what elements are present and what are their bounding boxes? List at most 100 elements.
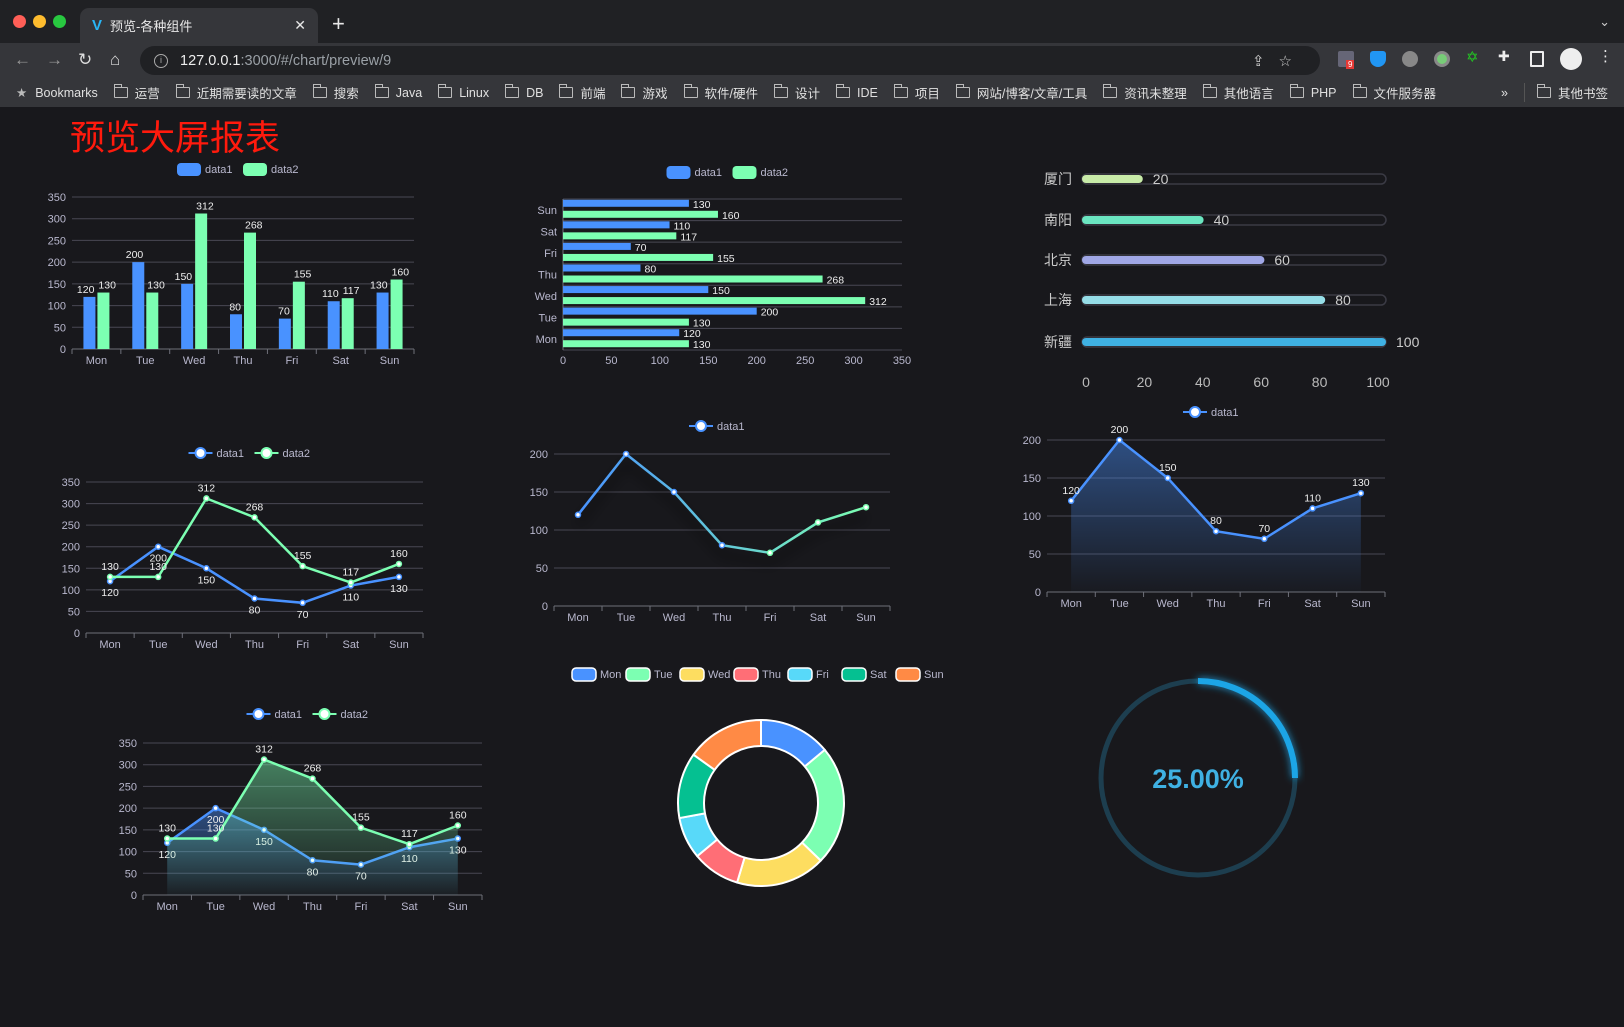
bookmark-item[interactable]: 软件/硬件 [683,83,758,102]
data-point [260,756,268,763]
star-extension-icon[interactable]: ✡ [1466,49,1479,66]
bookmark-item[interactable]: 运营 [113,83,160,102]
data-point [1309,505,1316,512]
bookmark-label: 其他语言 [1223,87,1274,101]
data-point [309,775,316,782]
legend-item[interactable]: data2 [732,166,789,179]
bar [563,210,718,218]
bookmark-item[interactable]: 搜索 [312,83,359,102]
legend-item[interactable]: data1 [188,447,245,460]
bar [341,298,354,349]
menu-kebab-icon[interactable]: ⋮ [1598,48,1613,65]
legend-item[interactable]: Mon [571,667,621,682]
bookmark-item[interactable]: DB [505,84,543,100]
bookmark-item[interactable]: 资讯未整理 [1103,83,1187,102]
navigation-bar: ← → ↻ ⌂ i 127.0.0.1:3000/#/chart/preview… [0,43,1624,78]
legend-item[interactable]: data2 [254,447,311,460]
folder-icon [505,84,520,98]
legend-item[interactable]: data1 [666,166,723,179]
x-tick-label: Sat [401,901,418,913]
other-bookmarks[interactable]: 其他书签 [1523,83,1608,102]
bookmark-item[interactable]: PHP [1289,84,1337,100]
bookmark-item[interactable]: IDE [836,84,878,100]
data-label: 155 [294,269,312,281]
legend-item[interactable]: data1 [177,163,233,176]
bar [278,318,291,349]
home-button[interactable]: ⌂ [110,50,121,69]
legend-item[interactable]: Fri [787,667,829,682]
gauge-value: 25.00% [1152,764,1244,794]
progress-fill [1082,216,1204,224]
bar [563,253,714,261]
bookmark-item[interactable]: Java [374,84,422,100]
bookmark-item[interactable]: 游戏 [621,83,668,102]
legend-item[interactable]: data1 [689,420,745,433]
site-info-icon[interactable]: i [154,53,168,68]
y-tick-label: 0 [542,601,548,613]
bookmark-item[interactable]: 网站/博客/文章/工具 [955,83,1087,102]
x-tick-label: Fri [764,612,777,624]
y-tick-label: Mon [536,334,557,346]
address-bar[interactable]: i 127.0.0.1:3000/#/chart/preview/9 ⇪☆ [140,46,1320,75]
legend-item[interactable]: data1 [246,708,303,721]
legend-item[interactable]: data1 [1183,406,1239,419]
bookmark-item[interactable]: 前端 [559,83,605,102]
profile-avatar[interactable] [1560,48,1582,70]
url-host: 127.0.0.1 [180,52,241,69]
legend-label: data1 [717,421,745,433]
bookmark-item[interactable]: ★ Bookmarks [16,85,98,101]
bookmark-item[interactable]: 其他语言 [1202,83,1274,102]
back-button[interactable]: ← [14,50,31,69]
legend-item[interactable]: Wed [679,667,730,682]
bookmark-item[interactable]: 文件服务器 [1352,83,1436,102]
data-label: 117 [401,828,418,840]
side-panel-icon[interactable] [1530,51,1544,67]
reload-button[interactable]: ↻ [78,50,93,69]
puzzle-extensions-icon[interactable]: ✚ [1498,48,1510,64]
browser-tab[interactable]: V 预览-各种组件 ✕ [80,8,318,43]
forward-button[interactable]: → [46,50,63,69]
x-tick-label: 80 [1312,374,1328,390]
legend-marker-icon [260,447,273,459]
command-extension-icon[interactable] [1402,51,1418,67]
legend-item[interactable]: Sun [895,667,944,682]
legend-item[interactable]: data2 [243,163,299,176]
legend-item[interactable]: Sat [841,667,887,682]
bar [563,199,689,207]
new-tab-button[interactable]: + [332,11,345,36]
legend-item[interactable]: Thu [733,667,781,682]
close-window-button[interactable] [13,15,26,28]
y-tick-label: 0 [60,344,66,356]
legend-label: data1 [217,448,245,460]
tab-search-chevron-icon[interactable]: ⌄ [1599,14,1610,29]
close-tab-icon[interactable]: ✕ [294,17,306,33]
maximize-window-button[interactable] [53,15,66,28]
data-label: 120 [101,587,119,599]
legend-item[interactable]: data2 [312,708,369,721]
bookmark-item[interactable]: 设计 [773,83,820,102]
data-label: 80 [644,264,656,276]
bookmark-item[interactable]: Linux [438,84,489,100]
pie-slice[interactable] [801,748,845,862]
x-tick-label: Thu [303,901,322,913]
data-label: 150 [1159,462,1177,474]
pie-slice[interactable] [736,841,822,887]
bookmarks-overflow-button[interactable]: » [1501,85,1508,100]
pie-slice[interactable] [692,719,762,771]
y-tick-label: 100 [119,847,137,859]
minimize-window-button[interactable] [33,15,46,28]
bookmark-item[interactable]: 项目 [893,83,940,102]
legend-item[interactable]: Tue [625,667,673,682]
extension-icon[interactable]: 9 [1338,51,1355,69]
bar [563,242,631,250]
folder-icon [955,84,970,98]
data-point [1357,489,1365,497]
gem-extension-icon[interactable] [1370,51,1386,67]
legend-swatch-icon [895,667,921,682]
green-dot-extension-icon[interactable] [1434,51,1450,67]
share-icon[interactable]: ⇪ [1251,52,1279,70]
series-line [577,452,867,555]
bookmark-item[interactable]: 近期需要读的文章 [175,83,297,102]
folder-icon [1202,84,1217,98]
bookmark-star-icon[interactable]: ☆ [1278,52,1306,70]
